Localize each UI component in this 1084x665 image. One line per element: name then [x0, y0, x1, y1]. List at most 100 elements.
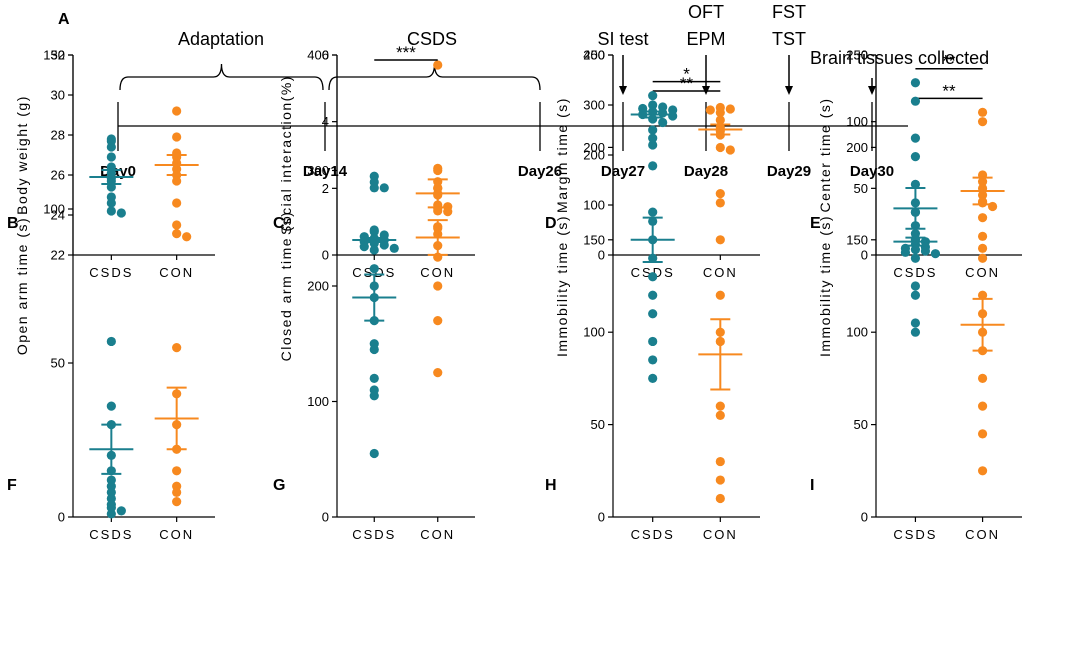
x-tick-label: CON	[703, 527, 738, 542]
data-point	[658, 117, 668, 128]
x-tick-label: CON	[159, 265, 194, 280]
y-tick-label: 22	[51, 248, 65, 263]
y-tick-label: 200	[307, 279, 329, 294]
event-label: EPM	[686, 29, 725, 49]
y-tick-label: 0	[58, 510, 65, 525]
x-tick-label: CON	[420, 265, 455, 280]
data-point	[443, 207, 453, 217]
day-label: Day27	[601, 163, 645, 180]
data-point	[172, 176, 182, 186]
data-point	[182, 232, 192, 242]
panel-letter: I	[810, 477, 814, 494]
y-tick-label: 200	[583, 148, 605, 163]
data-point	[172, 466, 182, 476]
data-point	[648, 355, 658, 365]
y-tick-label: 26	[51, 168, 65, 183]
data-point	[977, 290, 988, 300]
data-point	[369, 245, 379, 255]
chart-panel-c: C0246CSDSCONSocial interaction(%)***	[273, 43, 475, 280]
day-label: Day28	[684, 163, 728, 180]
event-label: FST	[772, 2, 806, 22]
y-tick-label: 100	[846, 114, 868, 129]
event-label: TST	[772, 29, 806, 49]
data-point	[106, 152, 116, 162]
y-axis-label: Immobility time (s)	[554, 215, 570, 357]
data-point	[715, 107, 725, 118]
x-tick-label: CSDS	[89, 527, 133, 542]
y-tick-label: 30	[51, 88, 65, 103]
y-tick-label: 0	[598, 248, 605, 263]
day-label: Day26	[518, 163, 562, 180]
event-label: OFT	[688, 2, 724, 22]
panel-letter: A	[58, 11, 70, 28]
data-point	[715, 115, 725, 125]
phase-label: CSDS	[407, 29, 457, 49]
data-point	[715, 290, 725, 300]
phase-label: Adaptation	[178, 29, 264, 49]
y-tick-label: 0	[322, 510, 329, 525]
data-point	[910, 152, 921, 162]
y-tick-label: 100	[583, 325, 605, 340]
data-point	[433, 206, 443, 216]
x-tick-label: CSDS	[352, 527, 396, 542]
data-point	[648, 309, 658, 319]
x-tick-label: CON	[965, 527, 1000, 542]
data-point	[930, 249, 941, 259]
event-label: SI test	[597, 29, 648, 49]
x-tick-label: CON	[159, 527, 194, 542]
day-label: Day29	[767, 163, 811, 180]
event-arrow-head	[868, 86, 876, 95]
data-point	[369, 373, 379, 383]
y-axis-label: Body weight (g)	[14, 95, 30, 215]
data-point	[433, 189, 443, 199]
data-point	[725, 145, 735, 155]
y-tick-label: 100	[583, 198, 605, 213]
chart-panel-h: H 0 50 100 150 200 250 CSDS CON Immobility time (…	[545, 48, 760, 542]
y-axis-label: Margin time (s)	[554, 97, 570, 213]
data-point	[172, 198, 182, 208]
data-point	[369, 227, 379, 237]
data-point	[106, 509, 116, 519]
data-point	[910, 290, 921, 300]
data-point	[910, 96, 921, 106]
data-point	[172, 229, 182, 239]
x-tick-label: CSDS	[893, 265, 937, 280]
y-tick-label: 28	[51, 128, 65, 143]
significance-label: **	[680, 74, 694, 93]
y-tick-label: 0	[322, 248, 329, 263]
data-point	[433, 368, 443, 378]
chart-panel-g: G 0 100 200 300 400 CSDS CON Closed arm time (s)	[273, 48, 475, 542]
data-point	[116, 506, 126, 516]
data-point	[715, 142, 725, 153]
data-point	[172, 487, 182, 497]
data-point	[648, 161, 658, 171]
data-point	[648, 272, 658, 282]
data-point	[433, 316, 443, 326]
significance-label: **	[942, 81, 956, 100]
y-tick-label: 300	[307, 163, 329, 178]
y-tick-label: 150	[846, 48, 868, 63]
x-tick-label: CON	[965, 265, 1000, 280]
x-tick-label: CON	[420, 527, 455, 542]
data-point	[658, 108, 668, 118]
data-point	[977, 198, 988, 208]
data-point	[106, 401, 116, 411]
data-point	[715, 410, 725, 420]
significance-label: *	[683, 65, 690, 84]
panel-letter: H	[545, 477, 557, 494]
data-point	[648, 207, 658, 217]
data-point	[910, 133, 921, 143]
data-point	[910, 253, 921, 263]
y-tick-label: 100	[307, 394, 329, 409]
data-point	[172, 497, 182, 507]
y-tick-label: 200	[846, 140, 868, 155]
y-tick-label: 0	[598, 510, 605, 525]
data-point	[172, 132, 182, 142]
y-tick-label: 100	[43, 202, 65, 217]
phase-brace	[119, 63, 324, 91]
data-point	[106, 206, 116, 216]
data-point	[977, 107, 988, 117]
y-tick-label: 200	[583, 140, 605, 155]
